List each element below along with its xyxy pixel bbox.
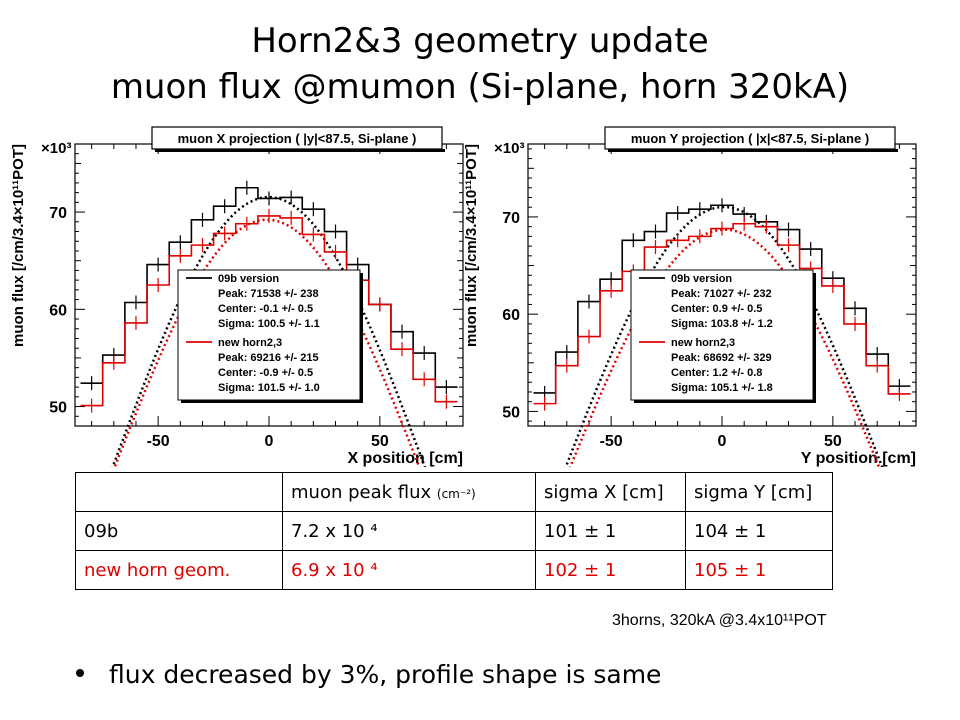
x-tick-label: -50 bbox=[147, 433, 170, 450]
legend: 09b version Peak: 71538 +/- 238 Center: -0… bbox=[177, 269, 363, 403]
row-sigma-y: 105 ± 1 bbox=[685, 550, 833, 590]
y-multiplier-label: ×10³ bbox=[41, 140, 71, 157]
y-tick-label: 50 bbox=[49, 400, 67, 417]
x-tick-label: -50 bbox=[600, 433, 623, 450]
plot-title: muon X projection ( |y|<87.5, Si-plane ) bbox=[178, 131, 417, 146]
x-tick-label: 0 bbox=[265, 433, 274, 450]
x-tick-label: 0 bbox=[718, 433, 727, 450]
legend-sigma: Sigma: 105.1 +/- 1.8 bbox=[671, 382, 773, 394]
bullet-dot-icon bbox=[76, 669, 84, 677]
plot-title: muon Y projection ( |x|<87.5, Si-plane ) bbox=[631, 131, 869, 146]
row-sigma-x: 102 ± 1 bbox=[535, 550, 686, 590]
row-label: 09b bbox=[75, 511, 283, 551]
legend-label: new horn2,3 bbox=[671, 337, 735, 349]
bullet-text: flux decreased by 3%, profile shape is s… bbox=[109, 660, 662, 689]
legend-center: Center: 0.9 +/- 0.5 bbox=[671, 303, 762, 315]
row-sigma-y: 104 ± 1 bbox=[685, 511, 833, 551]
fit-curve-1 bbox=[568, 228, 881, 467]
row-label: new horn geom. bbox=[75, 550, 283, 590]
y-tick-label: 60 bbox=[49, 302, 67, 319]
row-flux: 6.9 x 10 ⁴ bbox=[282, 550, 536, 590]
header-sigma-x: sigma X [cm] bbox=[535, 472, 686, 512]
legend-frame bbox=[177, 269, 361, 401]
legend-frame bbox=[630, 269, 814, 401]
fit-curve-0 bbox=[111, 195, 427, 467]
x-axis-label: X position [cm] bbox=[347, 450, 463, 467]
plot-title-shadow bbox=[155, 149, 445, 152]
legend-peak: Peak: 68692 +/- 329 bbox=[671, 352, 772, 364]
y-projection-svg: 50 60 70 -50 0 50 ×10³ Y position [cm] muon flux… bbox=[463, 126, 917, 467]
x-axis-label: Y position [cm] bbox=[801, 450, 916, 467]
summary-table: muon peak flux (cm⁻²) sigma X [cm] sigma… bbox=[75, 472, 833, 590]
legend-sigma: Sigma: 101.5 +/- 1.0 bbox=[218, 382, 320, 394]
y-tick-label: 50 bbox=[502, 404, 520, 421]
legend-peak: Peak: 71538 +/- 238 bbox=[218, 288, 319, 300]
y-axis-label: muon flux [/cm/3.4×10¹¹POT] bbox=[10, 144, 27, 347]
y-axis-label: muon flux [/cm/3.4×10¹¹POT] bbox=[463, 144, 480, 347]
bullet-item: flux decreased by 3%, profile shape is s… bbox=[76, 660, 661, 689]
plot-title-shadow bbox=[608, 149, 898, 152]
slide-title-line1: Horn2&3 geometry update bbox=[251, 21, 709, 61]
footnote: 3horns, 320kA @3.4x10¹¹POT bbox=[612, 612, 827, 629]
legend-sigma: Sigma: 103.8 +/- 1.2 bbox=[671, 318, 773, 330]
fit-curve-1 bbox=[113, 218, 421, 467]
series-1 bbox=[80, 208, 458, 413]
y-projection-plot: 50 60 70 -50 0 50 ×10³ Y position [cm] muon flux… bbox=[458, 122, 928, 467]
legend-label: 09b version bbox=[218, 273, 279, 285]
header-sigma-y: sigma Y [cm] bbox=[685, 472, 833, 512]
row-sigma-x: 101 ± 1 bbox=[535, 511, 686, 551]
header-peak-flux-label: muon peak flux bbox=[291, 481, 432, 503]
legend-label: 09b version bbox=[671, 273, 732, 285]
legend-center: Center: 1.2 +/- 0.8 bbox=[671, 367, 762, 379]
y-multiplier-label: ×10³ bbox=[494, 140, 524, 157]
x-tick-label: 50 bbox=[824, 433, 842, 450]
histogram-line bbox=[80, 215, 458, 407]
row-flux: 7.2 x 10 ⁴ bbox=[282, 511, 536, 551]
table-row-new-horn: new horn geom. 6.9 x 10 ⁴ 102 ± 1 105 ± … bbox=[75, 550, 833, 590]
legend-center: Center: -0.1 +/- 0.5 bbox=[218, 303, 313, 315]
legend: 09b version Peak: 71027 +/- 232 Center: 0.… bbox=[630, 269, 816, 403]
legend-peak: Peak: 71027 +/- 232 bbox=[671, 288, 772, 300]
table-header-row: muon peak flux (cm⁻²) sigma X [cm] sigma… bbox=[75, 472, 833, 512]
legend-peak: Peak: 69216 +/- 215 bbox=[218, 352, 319, 364]
x-tick-label: 50 bbox=[371, 433, 389, 450]
x-projection-plot: 50 60 70 -50 0 50 ×10³ X position [cm] muon flux… bbox=[5, 122, 475, 467]
y-tick-label: 60 bbox=[502, 307, 520, 324]
slide-title-line2: muon flux @mumon (Si-plane, horn 320kA) bbox=[110, 67, 850, 107]
y-tick-label: 70 bbox=[502, 210, 520, 227]
plot-title-box: muon Y projection ( |x|<87.5, Si-plane ) bbox=[604, 126, 898, 152]
plot-title-box: muon X projection ( |y|<87.5, Si-plane ) bbox=[151, 126, 445, 152]
legend-label: new horn2,3 bbox=[218, 337, 282, 349]
y-tick-label: 70 bbox=[49, 205, 67, 222]
header-peak-flux-unit: (cm⁻²) bbox=[436, 486, 476, 501]
histogram-line bbox=[533, 222, 911, 405]
legend-center: Center: -0.9 +/- 0.5 bbox=[218, 367, 313, 379]
x-projection-svg: 50 60 70 -50 0 50 ×10³ X position [cm] muon flux… bbox=[10, 126, 464, 467]
table-row-09b: 09b 7.2 x 10 ⁴ 101 ± 1 104 ± 1 bbox=[75, 511, 833, 551]
header-peak-flux: muon peak flux (cm⁻²) bbox=[282, 472, 536, 512]
legend-sigma: Sigma: 100.5 +/- 1.1 bbox=[218, 318, 320, 330]
header-blank-cell bbox=[75, 472, 283, 512]
